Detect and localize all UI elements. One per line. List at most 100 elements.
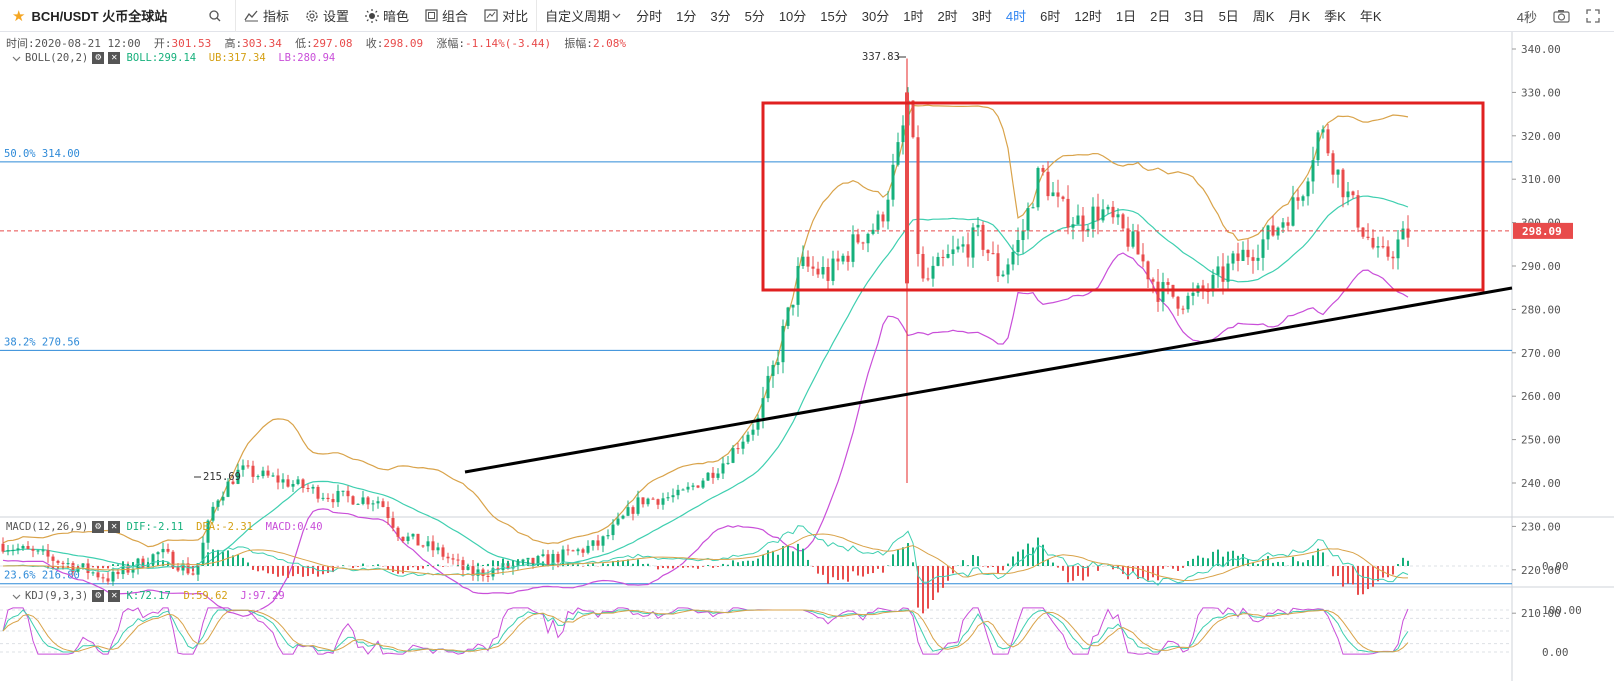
candle-body bbox=[296, 479, 300, 485]
period-tab[interactable]: 12时 bbox=[1074, 9, 1102, 24]
refresh-interval[interactable]: 4秒 bbox=[1516, 9, 1537, 25]
candle-body bbox=[1406, 228, 1410, 238]
candle-body bbox=[1351, 191, 1355, 196]
macd-dea: DEA:-2.31 bbox=[196, 521, 253, 533]
candle-body bbox=[736, 448, 740, 450]
candle-body bbox=[746, 434, 750, 442]
compare-button[interactable]: 对比 bbox=[476, 0, 536, 32]
candle-body bbox=[411, 533, 415, 537]
collapse-chevron-icon[interactable] bbox=[12, 54, 21, 63]
candle-body bbox=[231, 481, 235, 484]
camera-icon[interactable] bbox=[1553, 9, 1570, 23]
candle-body bbox=[1256, 257, 1260, 261]
symbol-selector[interactable]: ★ BCH/USDT 火币全球站 bbox=[0, 0, 236, 32]
period-tab[interactable]: 10分 bbox=[778, 9, 807, 24]
price-tick-label: 270.00 bbox=[1521, 347, 1561, 360]
candle-body bbox=[61, 562, 65, 564]
period-tab[interactable]: 5日 bbox=[1218, 9, 1239, 24]
period-tab[interactable]: 季K bbox=[1324, 9, 1346, 24]
kdj-axis-label: 100.00 bbox=[1542, 604, 1582, 617]
collapse-chevron-icon[interactable] bbox=[12, 592, 21, 601]
period-tab[interactable]: 1时 bbox=[903, 9, 924, 24]
low-label: 低: bbox=[295, 37, 313, 50]
candle-body bbox=[921, 253, 925, 279]
layout-icon bbox=[425, 9, 438, 22]
custom-period-dropdown[interactable]: 自定义周期 bbox=[537, 6, 629, 25]
candle-body bbox=[641, 497, 645, 505]
candle-body bbox=[1226, 263, 1230, 282]
period-tab[interactable]: 2时 bbox=[937, 9, 958, 24]
candle-body bbox=[681, 489, 685, 491]
candle-body bbox=[541, 554, 545, 557]
favorite-star-icon[interactable]: ★ bbox=[12, 7, 26, 25]
layout-button[interactable]: 组合 bbox=[417, 0, 476, 32]
candle-body bbox=[96, 572, 100, 578]
candle-body bbox=[636, 497, 640, 514]
period-tab[interactable]: 3分 bbox=[710, 9, 731, 24]
candle-body bbox=[761, 398, 765, 418]
boll-mid-line bbox=[2, 195, 1409, 569]
kdj-k: K:72.17 bbox=[126, 590, 171, 602]
boll-close-icon[interactable]: ✕ bbox=[108, 52, 121, 64]
candle-body bbox=[931, 265, 935, 279]
boll-upper-line bbox=[2, 104, 1409, 548]
period-tab[interactable]: 3日 bbox=[1184, 9, 1205, 24]
kdj-settings-icon[interactable]: ⚙ bbox=[92, 590, 105, 602]
candle-body bbox=[131, 568, 135, 573]
fullscreen-icon[interactable] bbox=[1586, 9, 1600, 23]
macd-close-icon[interactable]: ✕ bbox=[108, 521, 121, 533]
candle-body bbox=[546, 554, 550, 565]
candle-body bbox=[1086, 228, 1090, 232]
current-price-tag bbox=[1513, 222, 1573, 239]
candle-body bbox=[1061, 196, 1065, 199]
macd-settings-icon[interactable]: ⚙ bbox=[92, 521, 105, 533]
period-tab[interactable]: 1分 bbox=[676, 9, 697, 24]
period-tab[interactable]: 周K bbox=[1252, 9, 1275, 24]
candle-body bbox=[161, 548, 165, 553]
kdj-d: D:59.62 bbox=[183, 590, 228, 602]
period-tab[interactable]: 分时 bbox=[636, 9, 663, 24]
candle-body bbox=[336, 490, 340, 503]
candle-body bbox=[1371, 237, 1375, 248]
period-tab[interactable]: 1日 bbox=[1115, 9, 1137, 24]
candle-body bbox=[616, 518, 620, 525]
period-tab[interactable]: 月K bbox=[1288, 9, 1311, 24]
candle-body bbox=[841, 255, 845, 262]
boll-lower-line bbox=[2, 252, 1409, 617]
kdj-legend: KDJ(9,3,3) ⚙ ✕ K:72.17 D:59.62 J:97.29 bbox=[6, 590, 285, 602]
period-tab[interactable]: 2日 bbox=[1150, 9, 1171, 24]
candle-body bbox=[591, 540, 595, 546]
period-tab-active[interactable]: 4时 bbox=[1005, 9, 1027, 24]
period-tab[interactable]: 5分 bbox=[744, 9, 765, 24]
kline-chart[interactable]: 50.0% 314.00 38.2% 270.56 23.6% 216.80 0.0… bbox=[0, 32, 1614, 681]
candle-body bbox=[786, 307, 790, 326]
candle-body bbox=[716, 473, 720, 478]
candle-body bbox=[1021, 230, 1025, 241]
boll-settings-icon[interactable]: ⚙ bbox=[92, 52, 105, 64]
period-tab[interactable]: 3时 bbox=[971, 9, 992, 24]
indicators-button[interactable]: 指标 bbox=[236, 0, 297, 32]
settings-button[interactable]: 设置 bbox=[297, 0, 357, 32]
sun-icon bbox=[365, 8, 380, 23]
candle-body bbox=[896, 142, 900, 165]
candle-body bbox=[1366, 236, 1370, 238]
candle-body bbox=[661, 498, 665, 505]
kdj-close-icon[interactable]: ✕ bbox=[108, 590, 121, 602]
candle-body bbox=[431, 541, 435, 551]
period-tab[interactable]: 6时 bbox=[1040, 9, 1061, 24]
price-tick-label: 220.00 bbox=[1521, 564, 1561, 577]
dark-mode-button[interactable]: 暗色 bbox=[357, 0, 417, 32]
candle-body bbox=[551, 553, 555, 565]
candle-body bbox=[726, 462, 730, 464]
search-icon[interactable] bbox=[209, 9, 221, 22]
candle-body bbox=[1326, 129, 1330, 154]
price-tick-label: 280.00 bbox=[1521, 303, 1561, 316]
candle-body bbox=[666, 497, 670, 499]
boll-ub: UB:317.34 bbox=[208, 52, 266, 64]
compare-icon bbox=[484, 9, 498, 22]
period-tab[interactable]: 年K bbox=[1359, 9, 1382, 24]
candle-body bbox=[396, 527, 400, 537]
candle-body bbox=[291, 484, 295, 487]
period-tab[interactable]: 30分 bbox=[861, 9, 890, 24]
period-tab[interactable]: 15分 bbox=[820, 9, 848, 24]
